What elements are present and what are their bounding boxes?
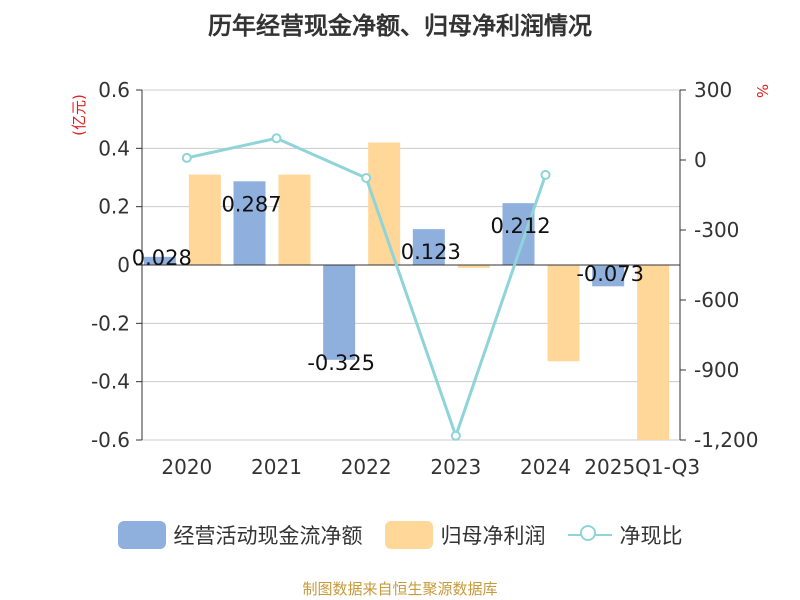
legend-item-cashflow[interactable]: 经营活动现金流净额 (118, 520, 363, 550)
legend-swatch-netprofit (385, 521, 433, 549)
chart-plot: 0.6 0.4 0.2 0 -0.2 -0.4 -0.6 300 0 -300 -600 -900 -1… (0, 0, 800, 510)
data-label-cashflow: 0.028 (132, 246, 192, 270)
legend-label-cashflow: 经营活动现金流净额 (174, 520, 363, 550)
legend-label-netprofit: 归母净利润 (441, 520, 546, 550)
right-tick-label: -900 (694, 358, 739, 382)
bar-netprofit (637, 265, 669, 440)
left-tick-label: 0 (117, 253, 130, 277)
x-tick-label: 2025Q1-Q3 (584, 455, 700, 479)
legend: 经营活动现金流净额 归母净利润 净现比 (0, 515, 800, 555)
legend-swatch-ratio (568, 521, 612, 549)
ratio-point (273, 134, 281, 142)
left-tick-label: -0.6 (91, 428, 130, 452)
right-tick-label: 0 (694, 148, 707, 172)
left-axis-unit: (亿元) (70, 94, 88, 136)
ratio-point (183, 154, 191, 162)
x-tick-label: 2022 (341, 455, 392, 479)
left-tick-label: -0.4 (91, 370, 130, 394)
left-tick-label: -0.2 (91, 311, 130, 335)
bar-netprofit (279, 175, 311, 265)
right-tick-label: -1,200 (694, 428, 758, 452)
x-tick-label: 2021 (251, 455, 302, 479)
right-tick-label: -300 (694, 218, 739, 242)
bar-netprofit (548, 265, 580, 361)
data-label-cashflow: 0.287 (221, 192, 281, 216)
ratio-point (362, 174, 370, 182)
ratio-point (542, 171, 550, 179)
bar-cashflow (323, 265, 355, 360)
x-tick-label: 2023 (430, 455, 481, 479)
bar-netprofit (189, 175, 221, 265)
data-label-cashflow: 0.212 (490, 214, 550, 238)
right-tick-label: 300 (694, 78, 732, 102)
left-tick-label: 0.4 (98, 136, 130, 160)
legend-swatch-cashflow (118, 521, 166, 549)
left-tick-label: 0.6 (98, 78, 130, 102)
data-label-cashflow: -0.325 (307, 351, 375, 375)
data-label-cashflow: 0.123 (401, 240, 461, 264)
source-note: 制图数据来自恒生聚源数据库 (0, 578, 800, 599)
data-label-cashflow: -0.073 (576, 262, 644, 286)
x-tick-label: 2024 (520, 455, 571, 479)
right-axis-unit: % (753, 84, 771, 98)
right-tick-label: -600 (694, 288, 739, 312)
left-tick-label: 0.2 (98, 195, 130, 219)
legend-label-ratio: 净现比 (620, 520, 683, 550)
x-tick-label: 2020 (161, 455, 212, 479)
legend-item-ratio[interactable]: 净现比 (568, 520, 683, 550)
bar-netprofit (368, 143, 400, 266)
ratio-point (452, 432, 460, 440)
legend-item-netprofit[interactable]: 归母净利润 (385, 520, 546, 550)
